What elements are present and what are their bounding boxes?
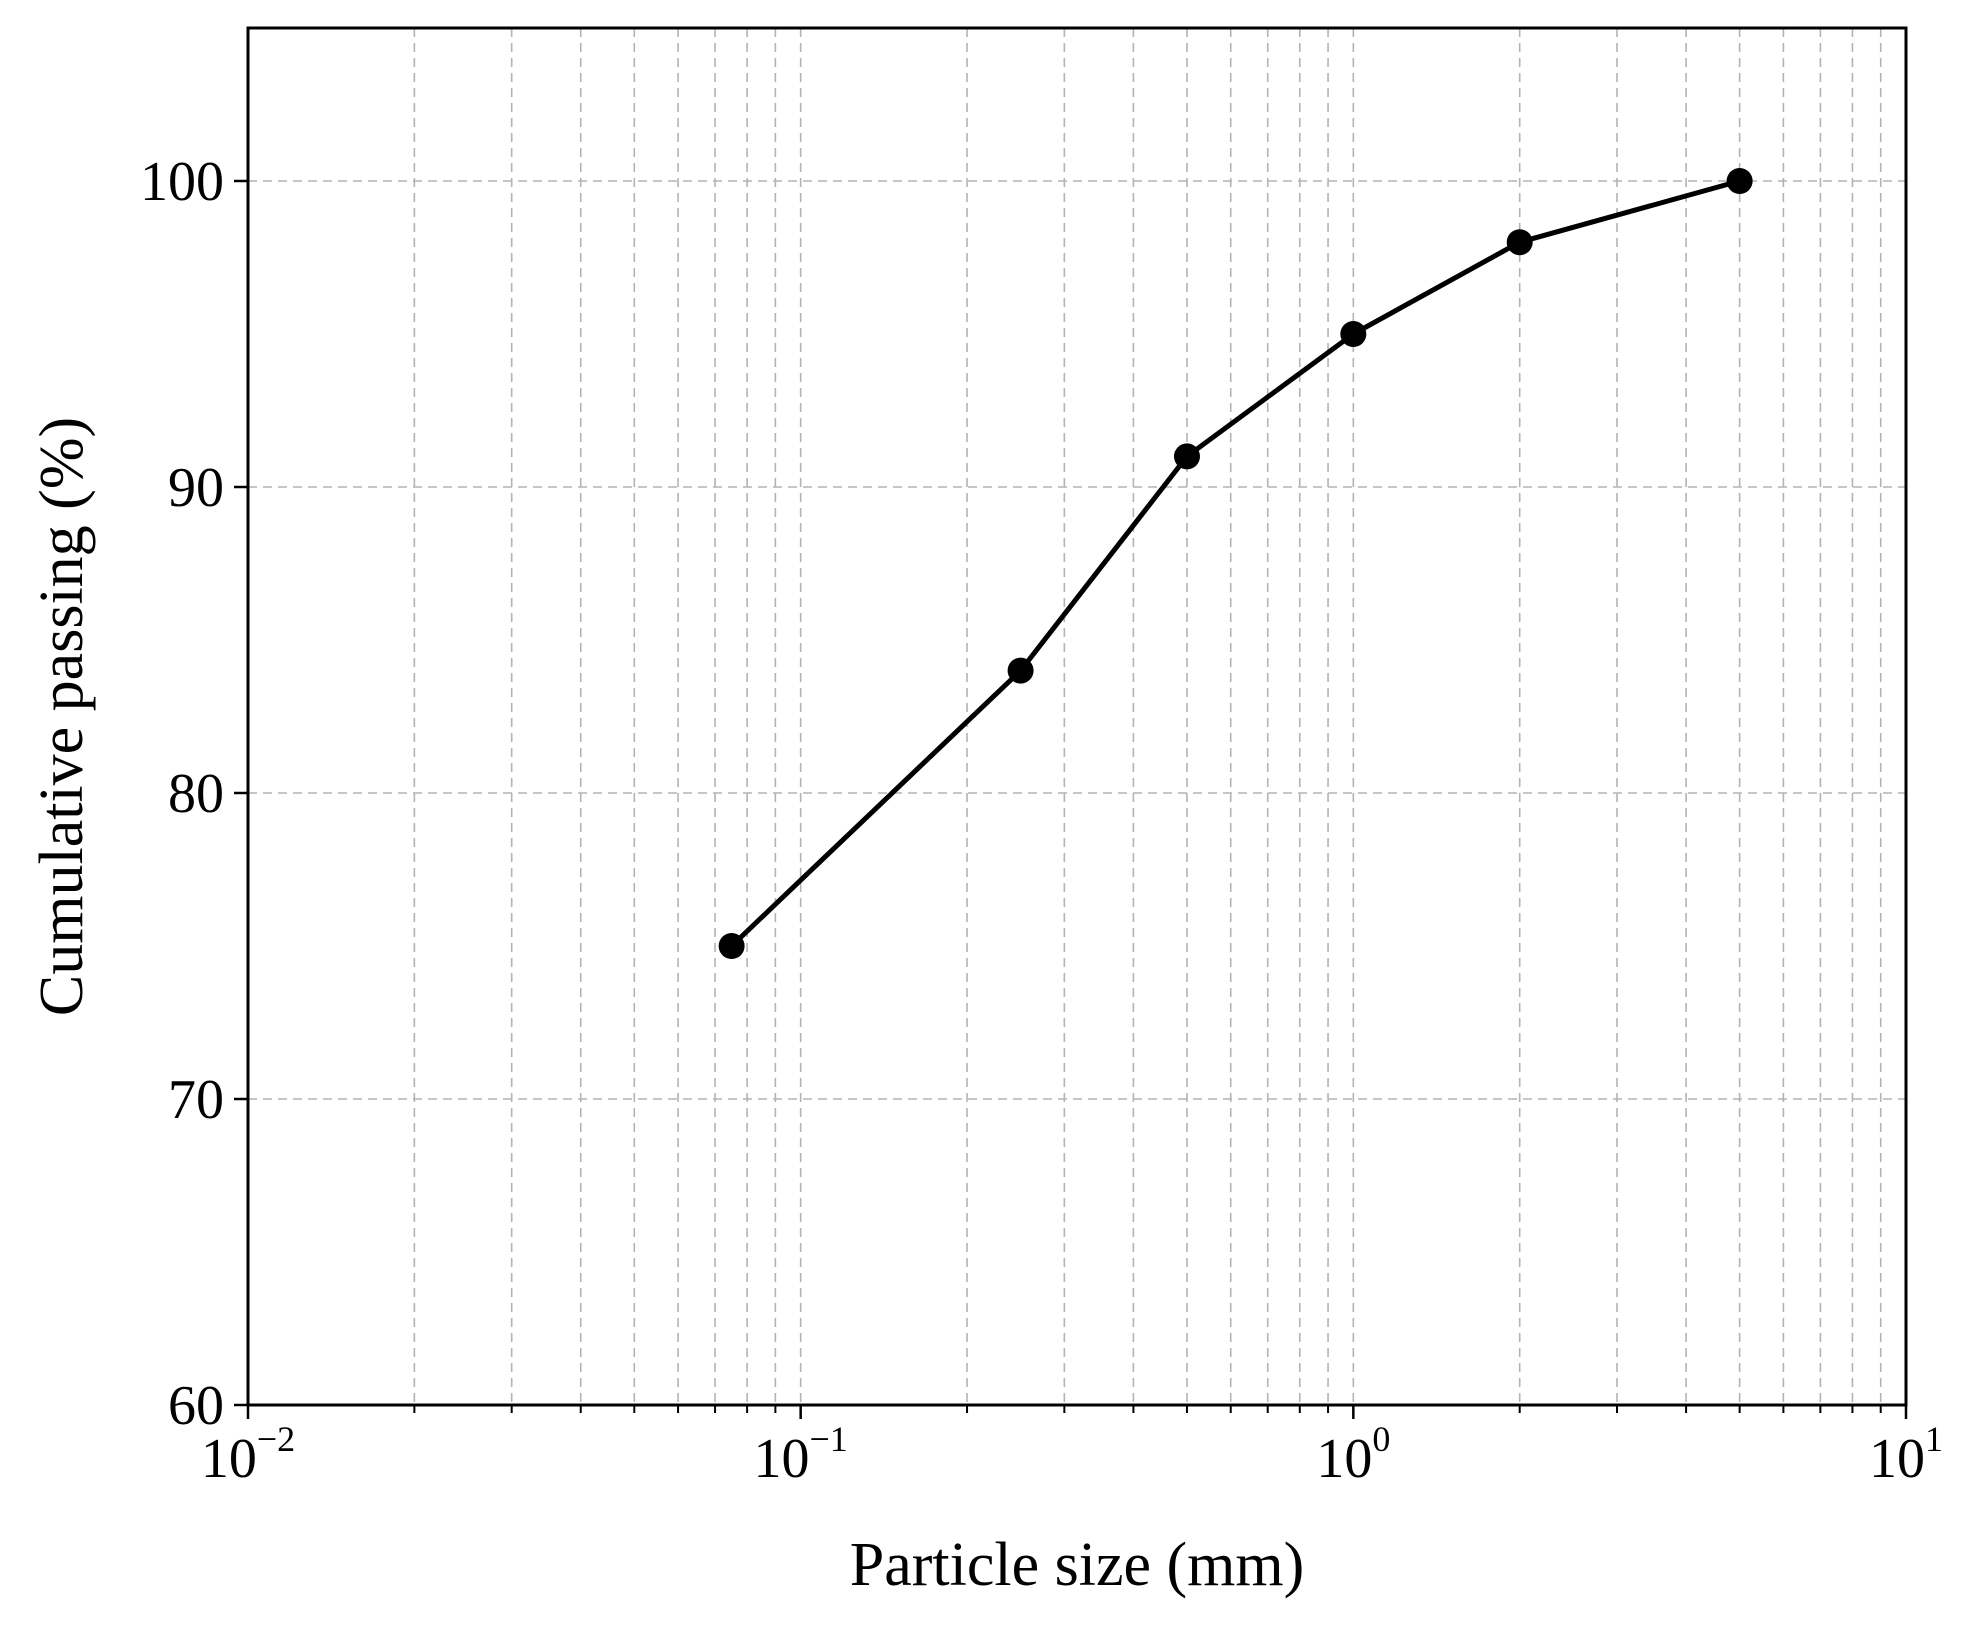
y-axis-label: Cumulative passing (%): [28, 417, 96, 1016]
x-axis-label: Particle size (mm): [850, 1531, 1305, 1599]
data-point: [1340, 321, 1367, 347]
data-point: [1173, 443, 1200, 470]
y-tick-label: 90: [168, 457, 224, 519]
data-point: [1506, 229, 1533, 256]
x-tick-label: 101: [1869, 1419, 1943, 1490]
series-layer: [718, 168, 1753, 959]
data-point: [1726, 168, 1753, 194]
y-tick-label: 100: [140, 151, 224, 213]
series-line: [729, 178, 1743, 949]
tick-layer: 10−2 10−1 100 101 60 70 80 90 100: [140, 151, 1943, 1490]
y-tick-label: 70: [168, 1069, 224, 1131]
grid-layer: [248, 28, 1906, 1405]
data-point: [718, 933, 745, 959]
x-tick-label: 10−1: [754, 1419, 848, 1490]
data-point: [1007, 657, 1034, 684]
y-tick-label: 60: [168, 1375, 224, 1437]
y-tick-label: 80: [168, 763, 224, 825]
x-tick-label: 100: [1316, 1419, 1390, 1490]
plot-frame: [246, 26, 1908, 1407]
x-tick-label: 10−2: [201, 1419, 295, 1490]
